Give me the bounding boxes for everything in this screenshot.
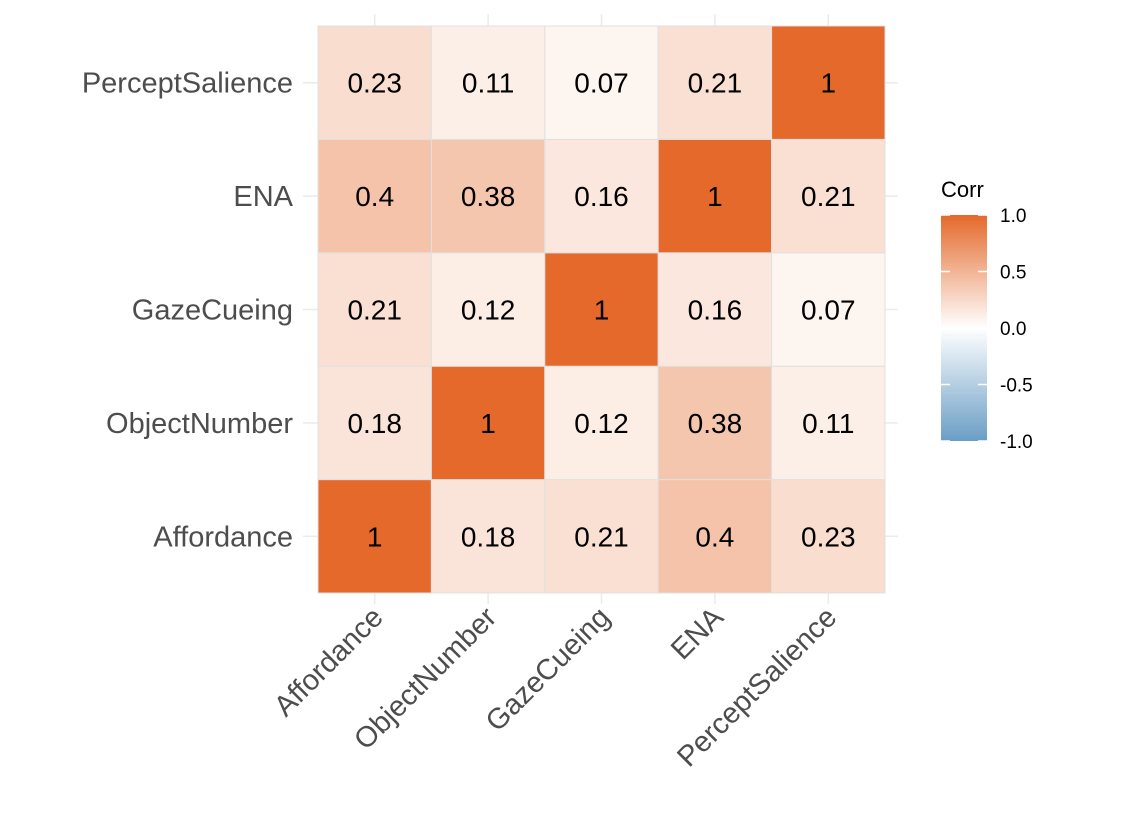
y-tick-label-ena: ENA: [233, 181, 293, 213]
cell-value-label: 0.18: [347, 408, 402, 439]
heatmap-cell-affordance-ena: [657, 479, 773, 594]
heatmap-cell-perceptsalience-affordance: [317, 25, 432, 140]
y-tick-label-objectnumber: ObjectNumber: [106, 408, 293, 440]
heatmap-cells: [317, 25, 886, 594]
legend-tick-label: -1.0: [1000, 432, 1033, 453]
heatmap-cell-gazecueing-gazecueing: [544, 252, 659, 367]
y-tick-label-perceptsalience: PerceptSalience: [82, 68, 293, 100]
cell-value-label: 0.21: [801, 181, 856, 212]
cell-value-label: 0.38: [688, 408, 743, 439]
heatmap-cell-gazecueing-affordance: [317, 252, 432, 367]
cell-value-label: 0.12: [574, 408, 629, 439]
cell-value-label: 0.07: [801, 295, 856, 326]
heatmap-cell-objectnumber-ena: [657, 365, 773, 481]
heatmap-cell-ena-objectnumber: [430, 138, 546, 254]
heatmap-cell-gazecueing-objectnumber: [430, 252, 546, 367]
cell-value-label: 0.4: [695, 521, 734, 552]
legend: Corr 1.0 0.5 0.0 -0.5 -1.0: [941, 177, 1033, 453]
x-tick-label-affordance: Affordance: [268, 601, 389, 722]
cell-value-label: 0.23: [801, 521, 856, 552]
heatmap-cell-objectnumber-affordance: [317, 365, 432, 481]
cell-value-label: 0.07: [574, 68, 629, 99]
cell-value-label: 1: [594, 295, 610, 326]
cell-value-label: 0.18: [461, 521, 516, 552]
heatmap-cell-perceptsalience-gazecueing: [544, 25, 659, 140]
heatmap-cell-affordance-perceptsalience: [771, 479, 886, 594]
heatmap-cell-affordance-objectnumber: [430, 479, 546, 594]
cell-value-label: 1: [821, 68, 837, 99]
cell-value-label: 0.23: [347, 68, 402, 99]
cell-value-label: 0.12: [461, 295, 516, 326]
heatmap-cell-objectnumber-gazecueing: [544, 365, 659, 481]
legend-tick-label: 1.0: [1000, 206, 1026, 227]
cell-value-label: 1: [707, 181, 723, 212]
legend-tick-label: -0.5: [1000, 376, 1033, 397]
legend-tick-label: 0.5: [1000, 263, 1026, 284]
cell-value-label: 1: [480, 408, 496, 439]
cell-value-label: 0.16: [574, 181, 629, 212]
heatmap-cell-ena-affordance: [317, 138, 432, 254]
legend-tick-label: 0.0: [1000, 319, 1026, 340]
heatmap-cell-perceptsalience-ena: [657, 25, 773, 140]
x-tick-label-ena: ENA: [665, 601, 730, 666]
heatmap-cell-objectnumber-objectnumber: [430, 365, 546, 481]
cell-value-label: 0.4: [355, 181, 394, 212]
y-axis: Affordance ObjectNumber GazeCueing ENA Perce…: [82, 68, 294, 554]
heatmap-cell-ena-ena: [657, 138, 773, 254]
cell-value-label: 0.16: [688, 295, 743, 326]
legend-title: Corr: [941, 177, 984, 202]
heatmap-cell-perceptsalience-perceptsalience: [771, 25, 886, 140]
cell-value-label: 0.38: [461, 181, 516, 212]
heatmap-cell-affordance-gazecueing: [544, 479, 659, 594]
heatmap-cell-ena-perceptsalience: [771, 138, 886, 254]
y-tick-label-affordance: Affordance: [153, 521, 293, 553]
cell-value-label: 0.11: [802, 408, 854, 439]
cell-value-label: 0.11: [462, 68, 514, 99]
cell-labels: 1 0.18 0.21 0.4 0.23 0.18 1 0.12 0.38 0.11 0.21 0.1…: [347, 68, 855, 553]
cell-value-label: 1: [367, 521, 383, 552]
heatmap-cell-perceptsalience-objectnumber: [430, 25, 546, 140]
y-tick-label-gazecueing: GazeCueing: [132, 295, 293, 327]
legend-ticks: 1.0 0.5 0.0 -0.5 -1.0: [941, 206, 1033, 453]
cell-value-label: 0.21: [688, 68, 743, 99]
cell-value-label: 0.21: [347, 295, 402, 326]
heatmap-cell-objectnumber-perceptsalience: [771, 365, 886, 481]
cell-value-label: 0.21: [574, 521, 629, 552]
